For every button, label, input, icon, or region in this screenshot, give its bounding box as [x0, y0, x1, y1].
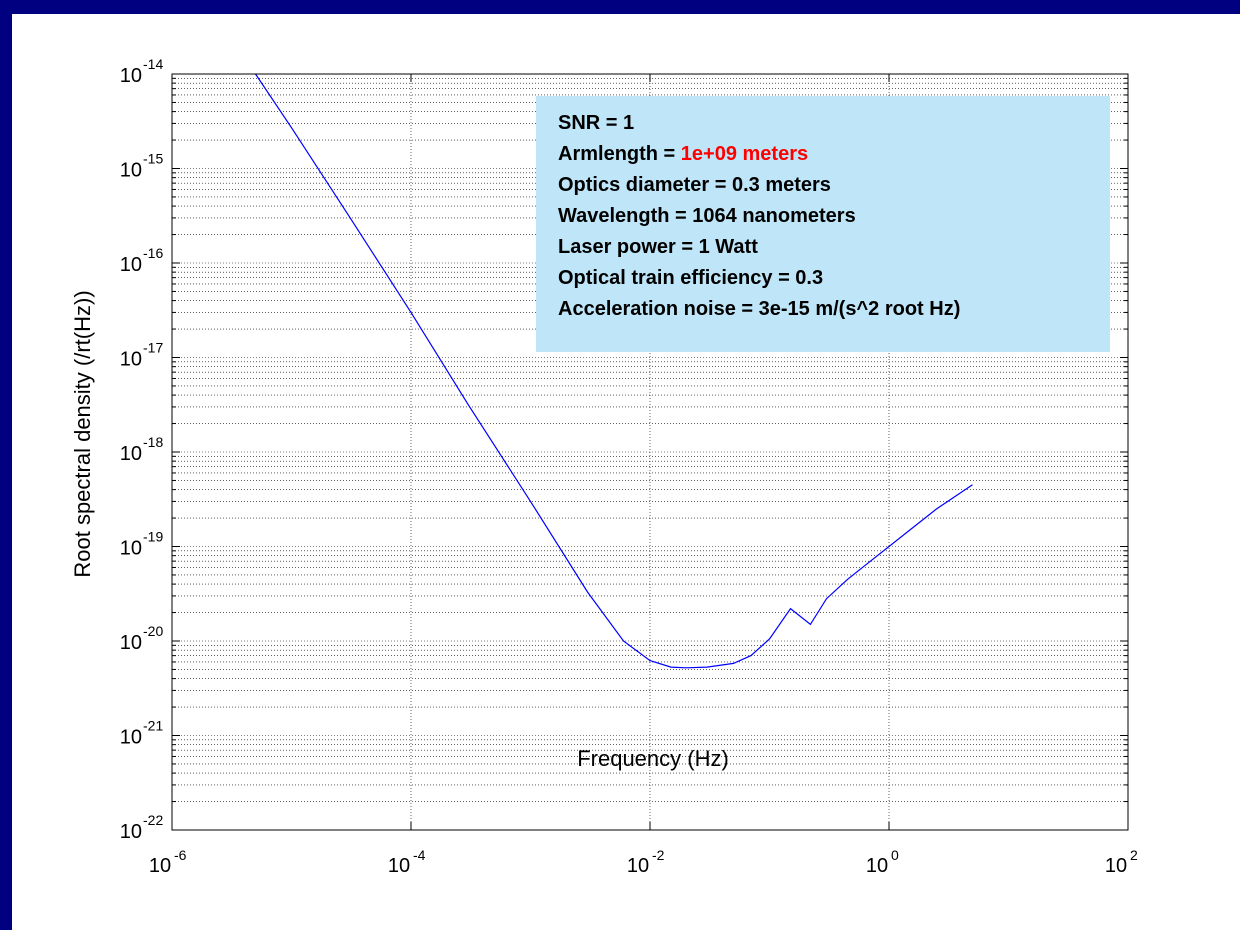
- y-tick-label-base: 10: [120, 254, 142, 276]
- x-tick-label-exponent: -6: [174, 847, 187, 863]
- y-tick-label-base: 10: [120, 727, 142, 749]
- y-tick-label-exponent: -15: [143, 151, 163, 167]
- y-tick-label-base: 10: [120, 349, 142, 371]
- y-tick-label-base: 10: [120, 443, 142, 465]
- info-line-optical-efficiency: Optical train efficiency = 0.3: [558, 267, 824, 289]
- y-tick-label: 10-15: [120, 151, 164, 182]
- x-tick-label-base: 10: [1105, 855, 1127, 877]
- x-tick-label: 10 0: [866, 847, 899, 877]
- y-tick-label-exponent: -18: [143, 434, 163, 450]
- info-line-acceleration-noise: Acceleration noise = 3e-15 m/(s^2 root H…: [558, 298, 961, 320]
- x-tick-label-base: 10: [627, 855, 649, 877]
- ticks: [171, 74, 1129, 831]
- y-tick-label-exponent: -22: [143, 812, 163, 828]
- y-tick-label-base: 10: [120, 538, 142, 560]
- y-tick-label-exponent: -19: [143, 529, 163, 545]
- armlength-label: Armlength =: [558, 143, 681, 165]
- x-tick-label: 10 -6: [149, 847, 187, 877]
- armlength-value: 1e+09 meters: [680, 143, 809, 165]
- info-line-optics-diameter: Optics diameter = 0.3 meters: [558, 174, 831, 196]
- y-tick-label: 10-18: [120, 434, 164, 465]
- x-tick-label-base: 10: [388, 855, 410, 877]
- x-tick-label-base: 10: [149, 855, 171, 877]
- info-line-snr: SNR = 1: [558, 112, 635, 134]
- x-tick-label: 10 -2: [627, 847, 665, 877]
- x-tick-label-exponent: -4: [413, 847, 426, 863]
- y-tick-label: 10-21: [120, 718, 164, 749]
- info-line-wavelength: Wavelength = 1064 nanometers: [558, 205, 856, 227]
- y-tick-label: 10-19: [120, 529, 164, 560]
- x-tick-label-base: 10: [866, 855, 888, 877]
- info-line-laser-power: Laser power = 1 Watt: [558, 236, 758, 258]
- x-tick-labels: 10 -6 10 -4 10 -2 10 0 10 2: [149, 847, 1138, 877]
- y-tick-label-exponent: -21: [143, 718, 163, 734]
- x-tick-label: 10 -4: [388, 847, 426, 877]
- y-tick-label: 10-20: [120, 623, 164, 654]
- x-tick-label-exponent: 0: [891, 847, 899, 863]
- y-tick-label-base: 10: [120, 160, 142, 182]
- y-tick-label: 10-22: [120, 812, 164, 843]
- y-axis-label: Root spectral density (/rt(Hz)): [70, 290, 95, 577]
- y-tick-label-base: 10: [120, 632, 142, 654]
- y-tick-label-base: 10: [120, 821, 142, 843]
- y-tick-label: 10-17: [120, 340, 164, 371]
- parameter-info-box: SNR = 1 Armlength = 1e+09 meters Optics …: [536, 96, 1110, 352]
- curve-layer: [255, 73, 973, 669]
- y-tick-label-exponent: -17: [143, 340, 163, 356]
- y-tick-label-exponent: -20: [143, 623, 163, 639]
- y-tick-label-exponent: -14: [143, 56, 163, 72]
- y-tick-labels: 10-2210-2110-2010-1910-1810-1710-1610-15…: [120, 56, 164, 843]
- y-tick-label: 10-16: [120, 245, 164, 276]
- y-tick-label: 10-14: [120, 56, 164, 87]
- noise-curve: [255, 73, 973, 669]
- x-tick-label: 10 2: [1105, 847, 1138, 877]
- y-tick-label-base: 10: [120, 65, 142, 87]
- x-tick-label-exponent: -2: [652, 847, 665, 863]
- figure-frame: 10 -6 10 -4 10 -2 10 0 10 2 10 -22 10 -21 10 -20 10 -19 1…: [12, 14, 1240, 930]
- y-tick-label-exponent: -16: [143, 245, 163, 261]
- x-tick-label-exponent: 2: [1130, 847, 1138, 863]
- info-line-armlength: Armlength = 1e+09 meters: [558, 139, 1110, 170]
- x-axis-label: Frequency (Hz): [577, 746, 729, 771]
